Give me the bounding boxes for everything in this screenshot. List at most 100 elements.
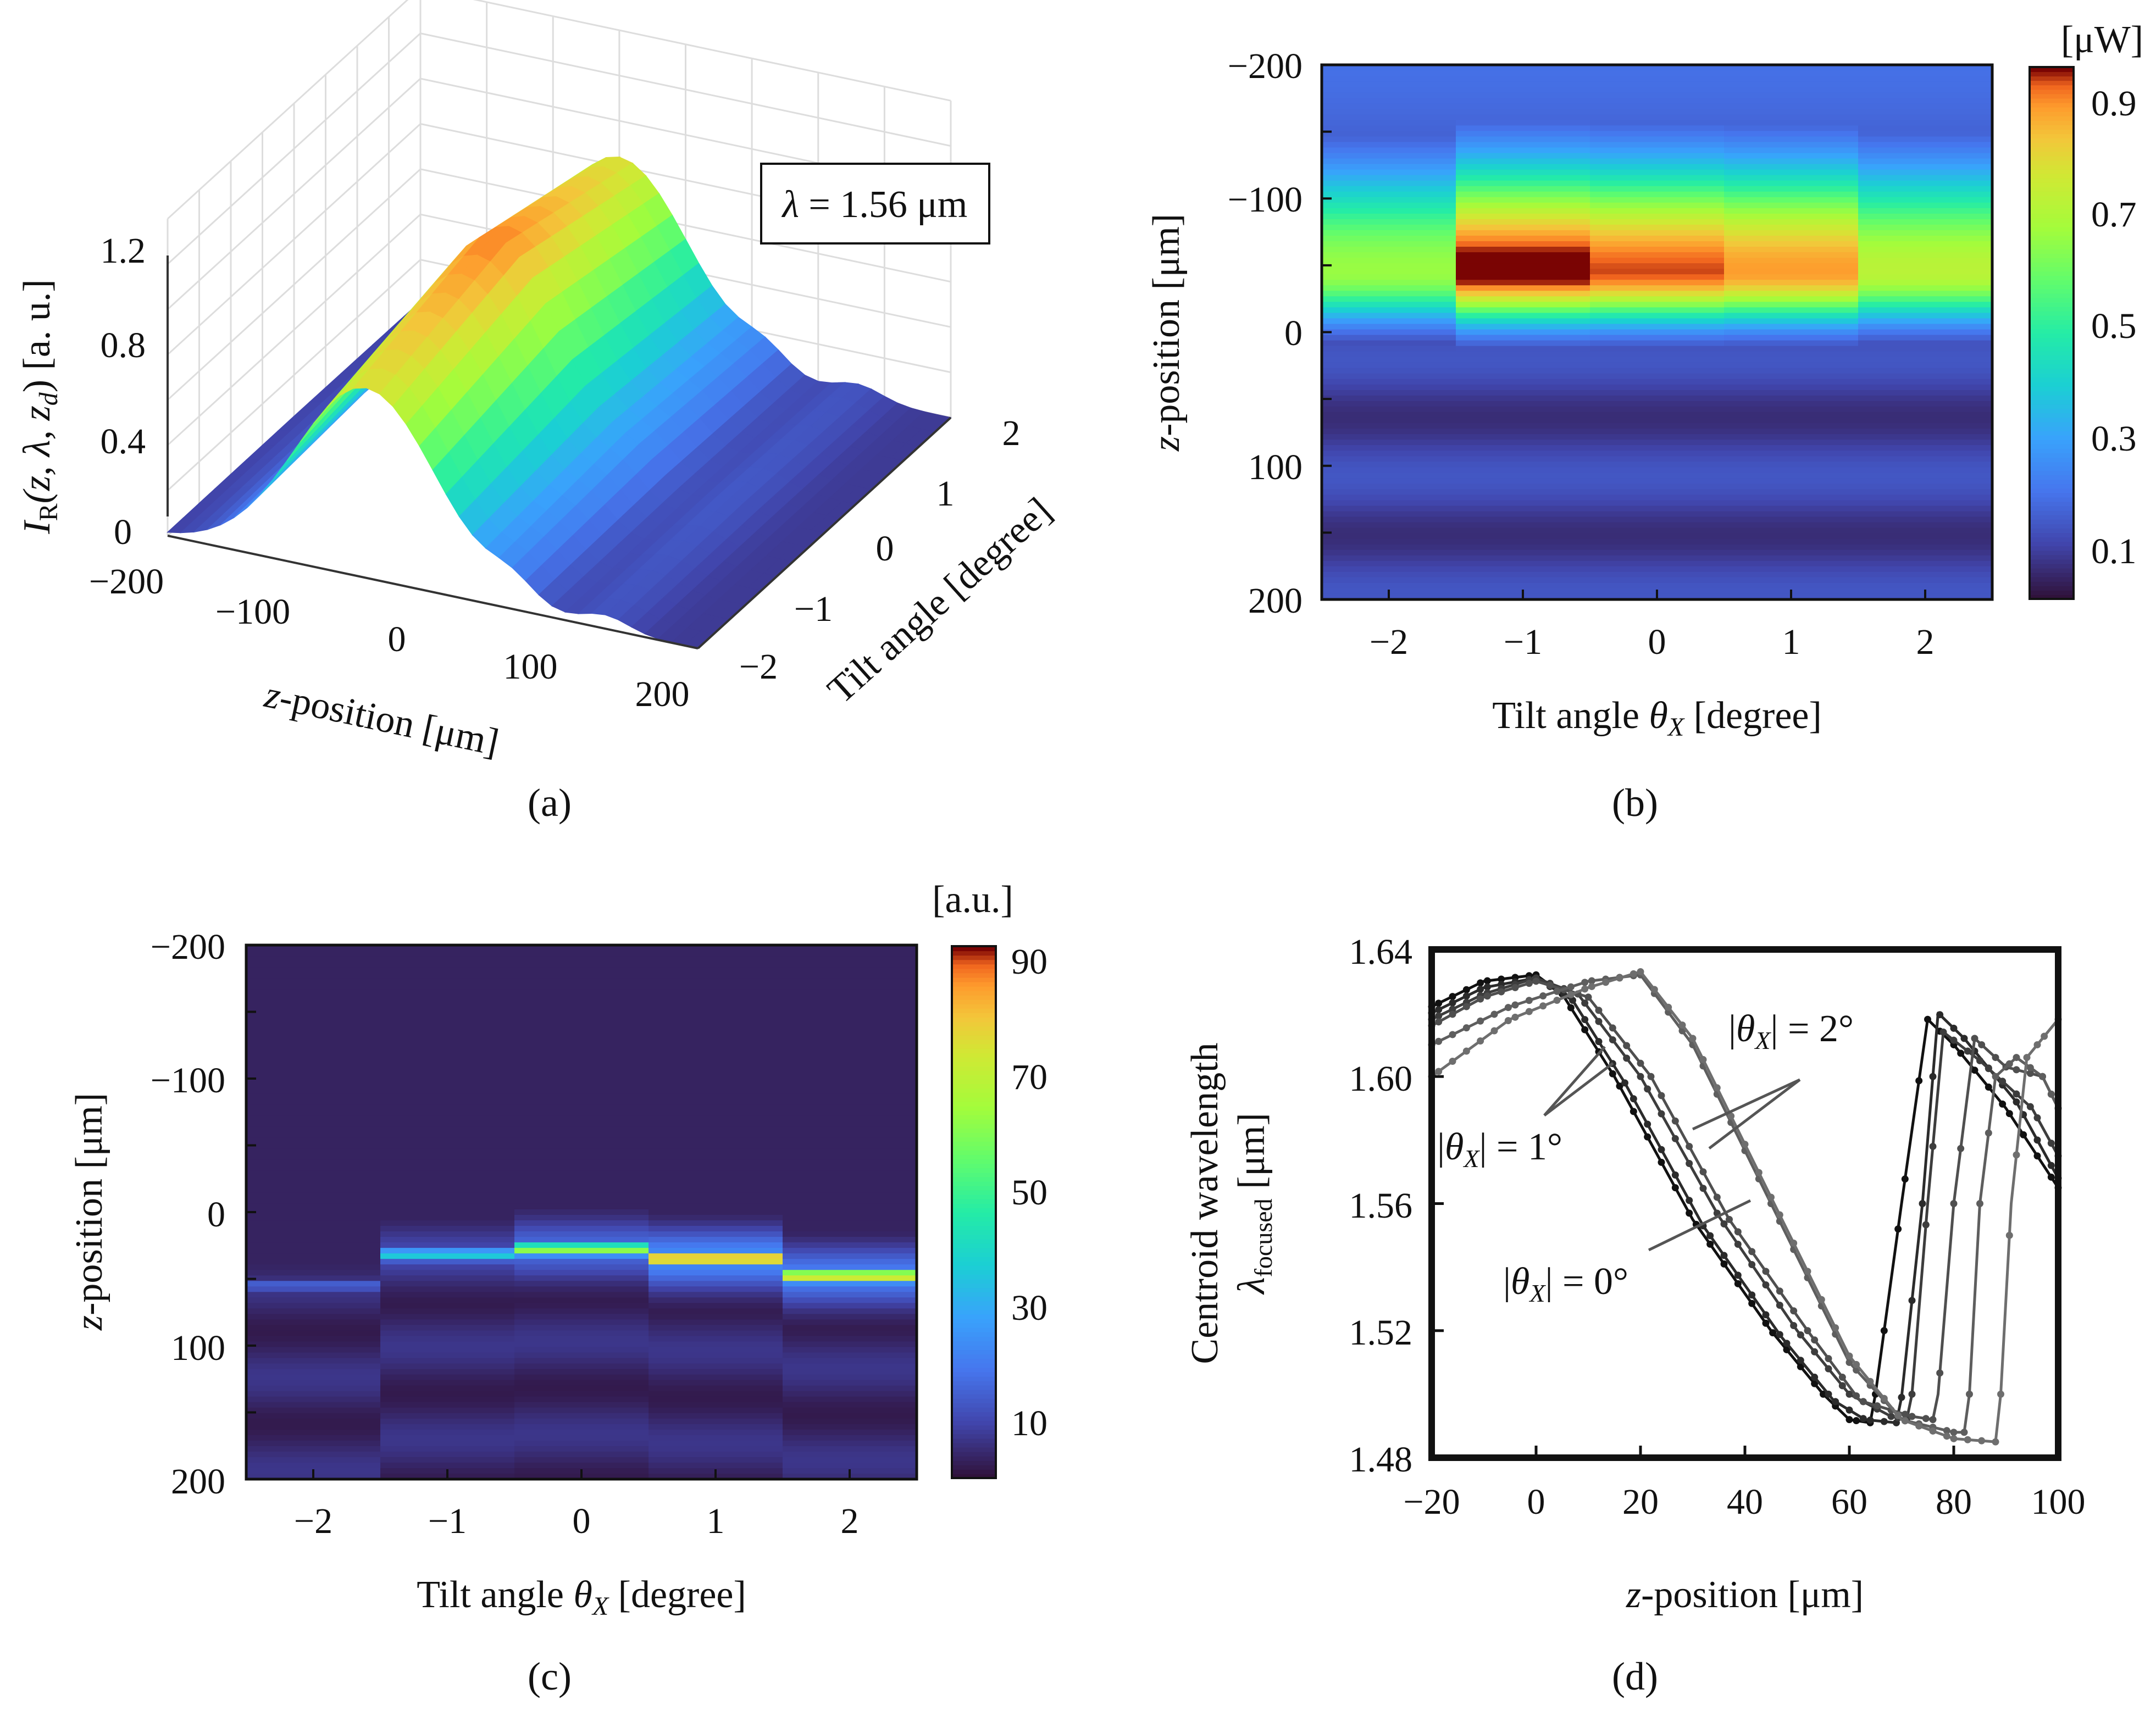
- heat-cell: [246, 1176, 381, 1182]
- c-cbar-tick-0: 10: [1011, 1403, 1047, 1443]
- colorbar-segment: [2030, 147, 2074, 152]
- d-series-point: [1811, 1374, 1819, 1381]
- d-series-point: [1630, 1108, 1637, 1115]
- d-series-point: [2033, 1152, 2041, 1160]
- heat-cell: [514, 1192, 649, 1199]
- heat-cell: [246, 1374, 381, 1381]
- heat-cell: [380, 1000, 515, 1007]
- colorbar-segment: [2030, 550, 2074, 556]
- heat-cell: [380, 1006, 515, 1012]
- d-series-point: [1581, 999, 1589, 1007]
- d-series-point: [1644, 1120, 1651, 1128]
- heat-cell: [380, 1402, 515, 1408]
- heat-cell: [649, 1226, 783, 1232]
- heat-cell: [380, 1457, 515, 1463]
- heat-cell: [246, 1011, 381, 1018]
- colorbar-segment: [952, 1327, 996, 1332]
- heat-cell: [1322, 533, 1456, 540]
- heat-cell: [1724, 522, 1859, 529]
- a-ytick-3: 1: [936, 474, 955, 514]
- heat-cell: [783, 1363, 917, 1370]
- d-series-point: [1699, 1056, 1707, 1063]
- c-ytick-0: −200: [151, 927, 225, 967]
- colorbar-segment: [952, 1136, 996, 1142]
- heat-cell: [1322, 114, 1456, 121]
- heat-cell: [1322, 423, 1456, 429]
- colorbar-segment: [2030, 173, 2074, 179]
- colorbar-segment: [2030, 240, 2074, 245]
- d-series-point: [1894, 1225, 1902, 1233]
- heat-cell: [649, 1275, 783, 1282]
- d-series-point: [2033, 1041, 2041, 1048]
- panel-b: −2 −1 0 1 2 −200 −100 0 100 200 Tilt ang…: [1145, 19, 2143, 825]
- heat-cell: [1322, 109, 1456, 115]
- d-series-point: [1950, 1200, 1958, 1207]
- heat-cell: [1322, 230, 1456, 236]
- colorbar-segment: [2030, 484, 2074, 489]
- heat-cell: [246, 1016, 381, 1023]
- d-series-point: [1435, 1037, 1443, 1045]
- d-series-point: [1929, 1416, 1937, 1424]
- colorbar-segment: [2030, 134, 2074, 139]
- heat-cell: [1724, 285, 1859, 292]
- colorbar-segment: [952, 986, 996, 991]
- heat-cell: [246, 989, 381, 995]
- colorbar-segment: [2030, 209, 2074, 214]
- heat-cell: [514, 1049, 649, 1056]
- colorbar-segment: [952, 1425, 996, 1430]
- heat-cell: [1858, 467, 1993, 474]
- heat-cell: [246, 1165, 381, 1171]
- heat-cell: [1456, 582, 1590, 589]
- heat-cell: [1858, 87, 1993, 93]
- heat-cell: [1858, 484, 1993, 490]
- heat-cell: [514, 1259, 649, 1265]
- heat-cell: [1590, 346, 1725, 352]
- heat-cell: [649, 1154, 783, 1160]
- d-series-point: [1477, 985, 1484, 993]
- heat-cell: [1858, 390, 1993, 396]
- colorbar-segment: [2030, 452, 2074, 458]
- heat-cell: [380, 978, 515, 984]
- heat-cell: [1590, 549, 1725, 556]
- d-series-point: [1919, 1200, 1926, 1207]
- heat-cell: [1858, 440, 1993, 446]
- d-series-point: [1929, 1073, 1937, 1080]
- d-series-point: [1650, 986, 1658, 993]
- heat-cell: [380, 973, 515, 979]
- colorbar-segment: [952, 1442, 996, 1448]
- heat-cell: [649, 1044, 783, 1051]
- heat-cell: [783, 945, 917, 951]
- b-ytick-0: −200: [1228, 46, 1303, 86]
- heat-cell: [380, 1424, 515, 1430]
- colorbar-segment: [952, 1017, 996, 1023]
- heat-cell: [1858, 495, 1993, 501]
- heat-cell: [783, 1066, 917, 1073]
- heat-cell: [246, 1380, 381, 1386]
- heat-cell: [514, 995, 649, 1001]
- d-series-point: [1581, 979, 1589, 986]
- heat-cell: [380, 1115, 515, 1122]
- heat-cell: [649, 984, 783, 990]
- heat-cell: [1456, 538, 1590, 545]
- heat-cell: [783, 1358, 917, 1364]
- heat-cell: [1322, 516, 1456, 523]
- heat-cell: [1724, 462, 1859, 468]
- d-series-point: [1658, 1110, 1665, 1118]
- d-series-point: [2020, 1131, 2027, 1138]
- d-series-point: [1776, 1331, 1783, 1338]
- heat-cell: [1858, 131, 1993, 137]
- heat-cell: [514, 1181, 649, 1188]
- d-series-point: [1462, 986, 1470, 993]
- heat-cell: [1724, 136, 1859, 143]
- d-series-point: [1960, 1035, 1968, 1042]
- heat-cell: [649, 995, 783, 1001]
- heat-cell: [1724, 451, 1859, 457]
- heat-cell: [1322, 180, 1456, 187]
- heat-cell: [1322, 429, 1456, 435]
- heat-cell: [1858, 462, 1993, 468]
- d-series-point: [1546, 982, 1554, 990]
- heat-cell: [1322, 318, 1456, 325]
- d-series-point: [1706, 1240, 1714, 1248]
- colorbar-segment: [952, 999, 996, 1004]
- d-series-point: [2047, 1173, 2055, 1181]
